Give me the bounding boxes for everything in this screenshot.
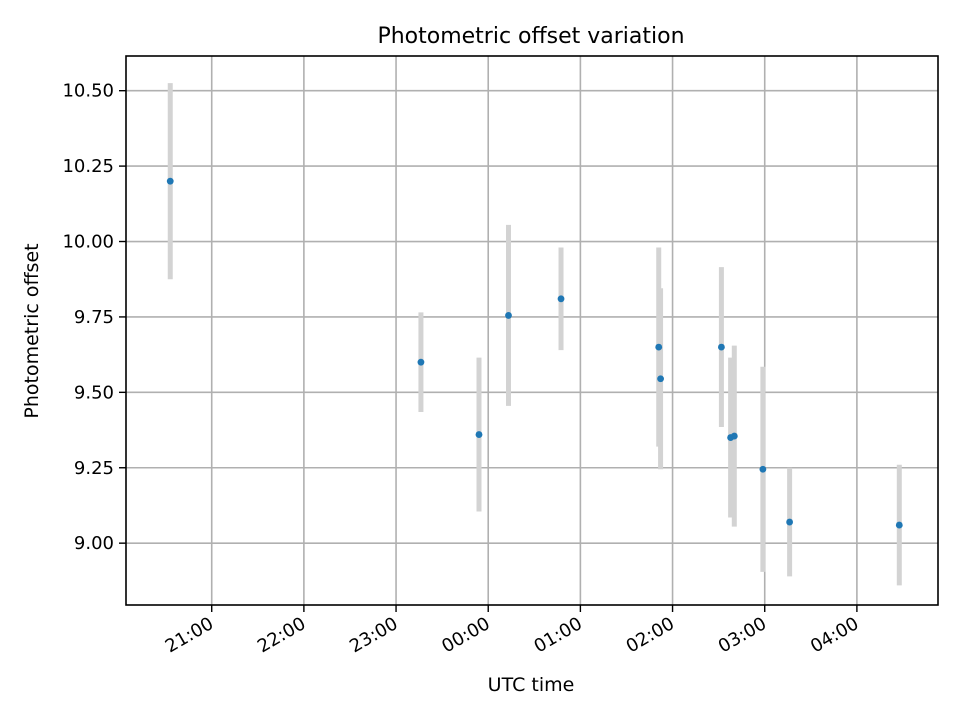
data-point [718,343,725,351]
plot-frame [125,55,939,606]
data-point [505,312,512,319]
y-tick-label: 9.50 [74,382,114,403]
y-tick-label: 9.75 [74,307,114,328]
data-point [786,518,794,526]
data-point [655,343,663,351]
grid-lines [126,56,938,605]
error-bars [167,83,902,586]
x-tick-label: 00:00 [438,613,493,657]
chart-title: Photometric offset variation [377,24,684,49]
data-points [166,177,903,529]
x-tick-label: 04:00 [807,613,862,657]
y-axis-title: Photometric offset [21,243,43,418]
data-point [417,358,425,366]
y-tick-label: 10.25 [62,156,114,177]
x-tick-label: 02:00 [623,613,678,657]
y-tick-label: 9.00 [74,533,114,554]
x-axis-title: UTC time [488,674,575,696]
data-point [730,432,738,440]
data-point [475,431,483,438]
data-point [657,375,664,383]
data-point [895,521,903,529]
x-tick-label: 03:00 [715,613,770,657]
x-tick-label: 01:00 [530,613,585,657]
axis-ticks: 9.00 9.25 9.50 9.75 10.00 10.25 10.50 21:00 22:0… [62,81,862,658]
data-point [759,465,767,473]
x-tick-label: 23:00 [346,613,401,657]
y-tick-label: 9.25 [74,458,114,479]
y-tick-label: 10.50 [62,81,114,102]
data-point [166,177,174,185]
x-tick-label: 22:00 [254,613,309,657]
y-tick-label: 10.00 [62,232,114,253]
x-tick-label: 21:00 [162,613,217,657]
data-point [557,295,565,303]
